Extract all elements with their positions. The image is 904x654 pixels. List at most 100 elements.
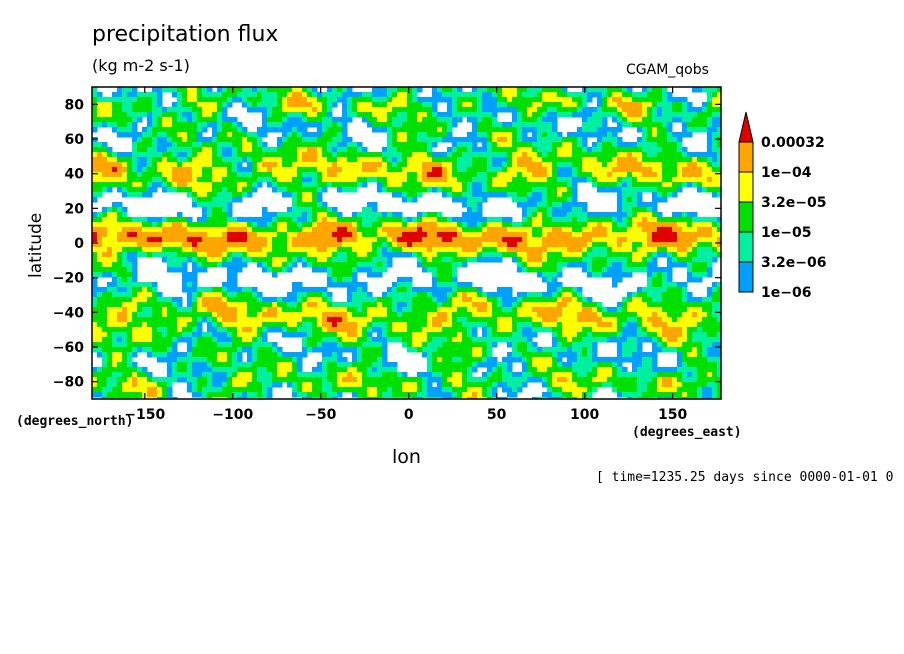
field-cell [462, 217, 468, 223]
field-cell [527, 307, 533, 313]
field-cell [407, 92, 413, 98]
field-cell [127, 257, 133, 263]
field-cell [112, 292, 118, 298]
field-cell [532, 127, 538, 133]
field-cell [542, 357, 548, 363]
field-cell [347, 97, 353, 103]
field-cell [232, 97, 238, 103]
field-cell [337, 172, 343, 178]
field-cell [152, 347, 158, 353]
field-cell [537, 237, 543, 243]
field-cell [112, 202, 118, 208]
field-cell [267, 327, 273, 333]
field-cell [477, 342, 483, 348]
field-cell [92, 112, 98, 118]
field-cell [452, 292, 458, 298]
field-cell [302, 252, 308, 258]
field-cell [157, 322, 163, 328]
field-cell [407, 107, 413, 113]
field-cell [107, 222, 113, 228]
field-cell [247, 232, 253, 238]
field-cell [532, 147, 538, 153]
field-cell [157, 347, 163, 353]
field-cell [332, 252, 338, 258]
field-cell [432, 332, 438, 338]
field-cell [147, 227, 153, 233]
dataset-label: CGAM_qobs [626, 62, 709, 78]
field-cell [407, 232, 413, 238]
field-cell [372, 152, 378, 158]
field-cell [407, 162, 413, 168]
field-cell [532, 352, 538, 358]
field-cell [352, 367, 358, 373]
field-cell [217, 127, 223, 133]
field-cell [352, 242, 358, 248]
field-cell [237, 162, 243, 168]
field-cell [117, 112, 123, 118]
field-cell [287, 247, 293, 253]
field-cell [407, 242, 413, 248]
field-cell [527, 137, 533, 143]
field-cell [502, 332, 508, 338]
field-cell [272, 157, 278, 163]
field-cell [547, 92, 553, 98]
field-cell [187, 302, 193, 308]
field-cell [462, 322, 468, 328]
field-cell [127, 122, 133, 128]
field-cell [532, 302, 538, 308]
field-cell [407, 387, 413, 393]
field-cell [377, 177, 383, 183]
field-cell [192, 372, 198, 378]
field-cell [142, 162, 148, 168]
field-cell [107, 282, 113, 288]
field-cell [497, 242, 503, 248]
field-cell [482, 347, 488, 353]
field-cell [342, 177, 348, 183]
field-cell [132, 102, 138, 108]
field-cell [182, 337, 188, 343]
field-cell [117, 242, 123, 248]
field-cell [232, 297, 238, 303]
field-cell [217, 352, 223, 358]
field-cell [117, 182, 123, 188]
field-cell [367, 117, 373, 123]
field-cell [327, 257, 333, 263]
field-cell [517, 302, 523, 308]
field-cell [247, 287, 253, 293]
field-cell [252, 87, 258, 93]
field-cell [372, 157, 378, 163]
field-cell [292, 247, 298, 253]
field-cell [162, 387, 168, 393]
field-cell [282, 322, 288, 328]
field-cell [322, 232, 328, 238]
field-cell [327, 352, 333, 358]
field-cell [117, 357, 123, 363]
field-cell [497, 172, 503, 178]
field-cell [167, 112, 173, 118]
field-cell [357, 217, 363, 223]
field-cell [152, 117, 158, 123]
field-cell [267, 317, 273, 323]
field-cell [417, 167, 423, 173]
field-cell [467, 392, 473, 398]
field-cell [332, 342, 338, 348]
field-cell [542, 327, 548, 333]
field-cell [422, 132, 428, 138]
field-cell [212, 227, 218, 233]
field-cell [117, 342, 123, 348]
field-cell [187, 277, 193, 283]
field-cell [542, 102, 548, 108]
field-cell [337, 272, 343, 278]
field-cell [507, 307, 513, 313]
field-cell [507, 147, 513, 153]
field-cell [122, 97, 128, 103]
field-cell [412, 222, 418, 228]
field-cell [452, 302, 458, 308]
field-cell [497, 107, 503, 113]
field-cell [262, 102, 268, 108]
field-cell [227, 172, 233, 178]
field-cell [512, 172, 518, 178]
field-cell [172, 307, 178, 313]
field-cell [207, 137, 213, 143]
field-cell [387, 362, 393, 368]
